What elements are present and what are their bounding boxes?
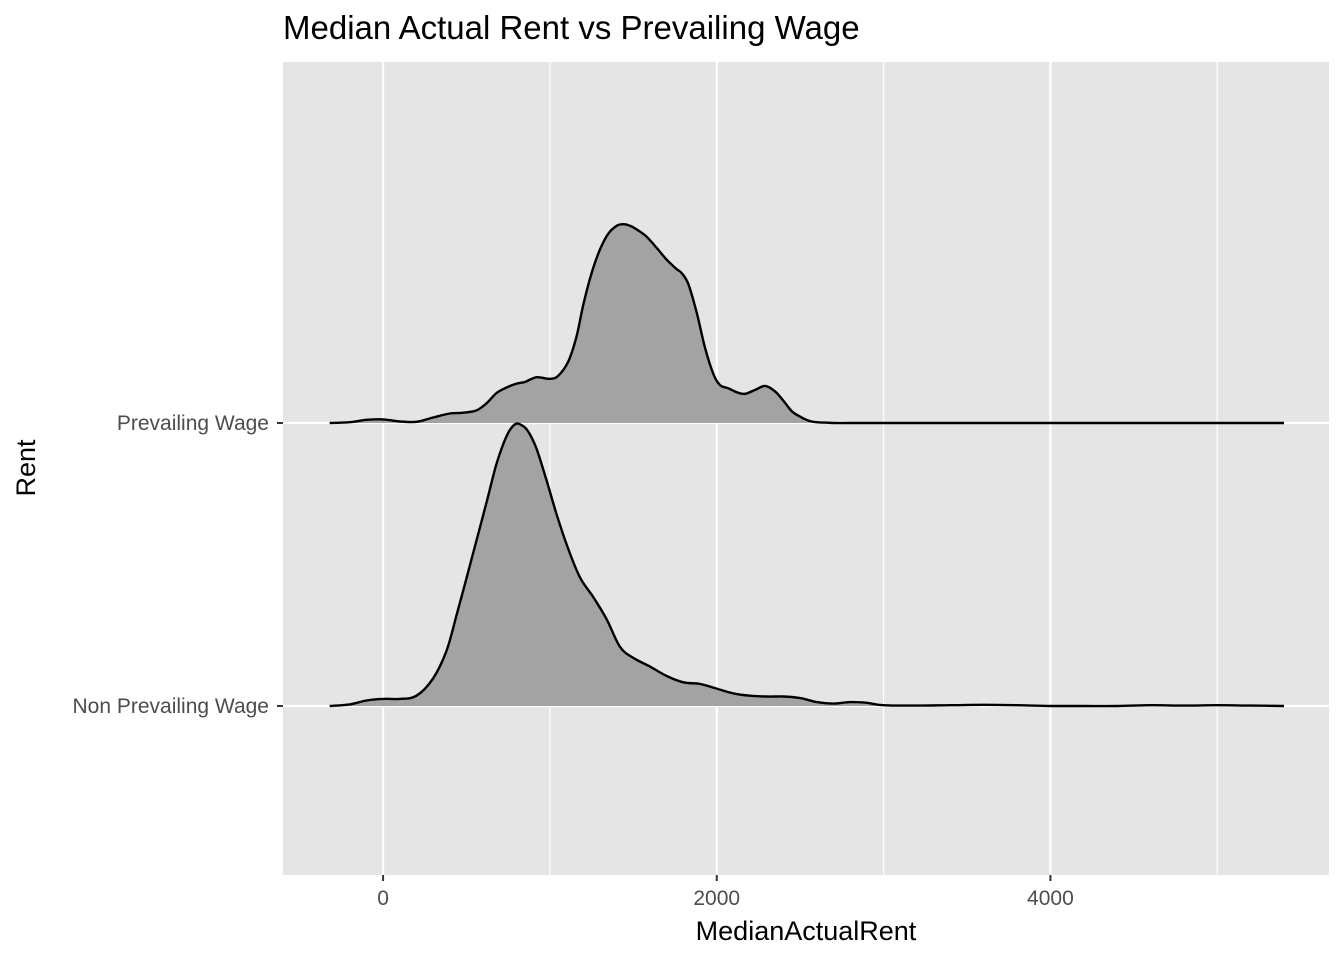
ridge-fill-prevailing-wage <box>329 224 1284 424</box>
x-tick-label: 4000 <box>1027 887 1074 910</box>
chart-title: Median Actual Rent vs Prevailing Wage <box>283 9 860 46</box>
density-ridges <box>329 223 1285 708</box>
minor-gridlines <box>549 62 1218 875</box>
x-axis: 0 2000 4000 <box>377 875 1074 910</box>
plot-panel <box>283 62 1329 875</box>
ridge-line-prevailing-wage <box>329 223 1284 425</box>
y-axis: Non Prevailing Wage Prevailing Wage <box>73 412 283 718</box>
x-tick-label: 2000 <box>693 887 740 910</box>
y-axis-title: Rent <box>11 439 41 497</box>
ridge-line-non-prevailing-wage <box>329 422 1285 708</box>
y-tick-label: Prevailing Wage <box>117 412 269 435</box>
x-axis-title: MedianActualRent <box>696 916 917 946</box>
ridge-fill-non-prevailing-wage <box>329 423 1284 707</box>
y-tick-label: Non Prevailing Wage <box>73 695 270 718</box>
x-tick-label: 0 <box>377 887 389 910</box>
